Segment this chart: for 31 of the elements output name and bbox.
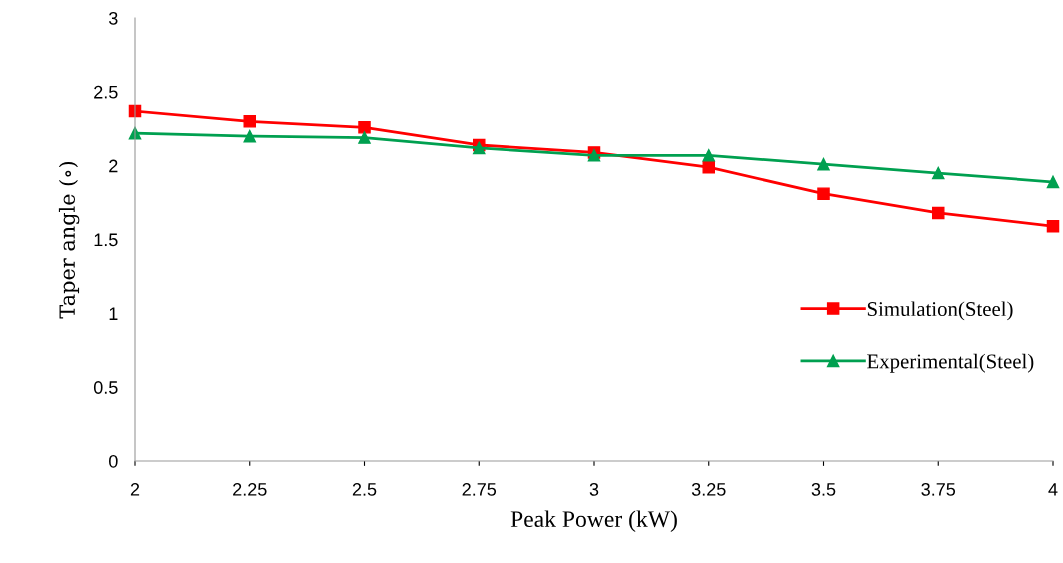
point bbox=[1046, 219, 1060, 233]
point bbox=[358, 121, 371, 134]
point bbox=[817, 187, 830, 200]
point bbox=[358, 131, 371, 144]
point bbox=[702, 149, 716, 162]
y-tick-label: 2 bbox=[109, 159, 118, 173]
point bbox=[1046, 175, 1060, 189]
point bbox=[243, 115, 257, 128]
point bbox=[243, 129, 257, 143]
legend-label: Experimental(Steel) bbox=[867, 353, 1034, 373]
point bbox=[817, 157, 830, 171]
x-tick-label: 2 bbox=[130, 483, 140, 496]
x-tick-label: 2.25 bbox=[233, 483, 267, 496]
x-axis-title: Peak Power (kW) bbox=[510, 510, 677, 532]
point bbox=[931, 206, 945, 220]
x-tick-label: 3 bbox=[589, 483, 599, 496]
y-tick-label: 1.5 bbox=[94, 233, 118, 247]
x-tick-label: 4 bbox=[1048, 483, 1058, 496]
x-tick-label: 2.75 bbox=[462, 483, 497, 496]
y-tick-label: 1 bbox=[109, 307, 118, 320]
x-tick-label: 3.75 bbox=[921, 483, 956, 496]
x-tick-label: 2.5 bbox=[352, 483, 377, 496]
y-tick-label: 3 bbox=[108, 11, 118, 25]
y-tick-label: 2.5 bbox=[94, 85, 118, 99]
y-axis-title: Taper angle (∘) bbox=[58, 162, 80, 319]
y-tick-label: 0 bbox=[109, 454, 118, 468]
x-tick-label: 3.5 bbox=[811, 483, 836, 496]
y-tick-label: 0.5 bbox=[93, 381, 118, 394]
legend-label: Simulation(Steel) bbox=[867, 301, 1013, 321]
point bbox=[931, 166, 945, 180]
x-tick-label: 3.25 bbox=[691, 483, 726, 496]
